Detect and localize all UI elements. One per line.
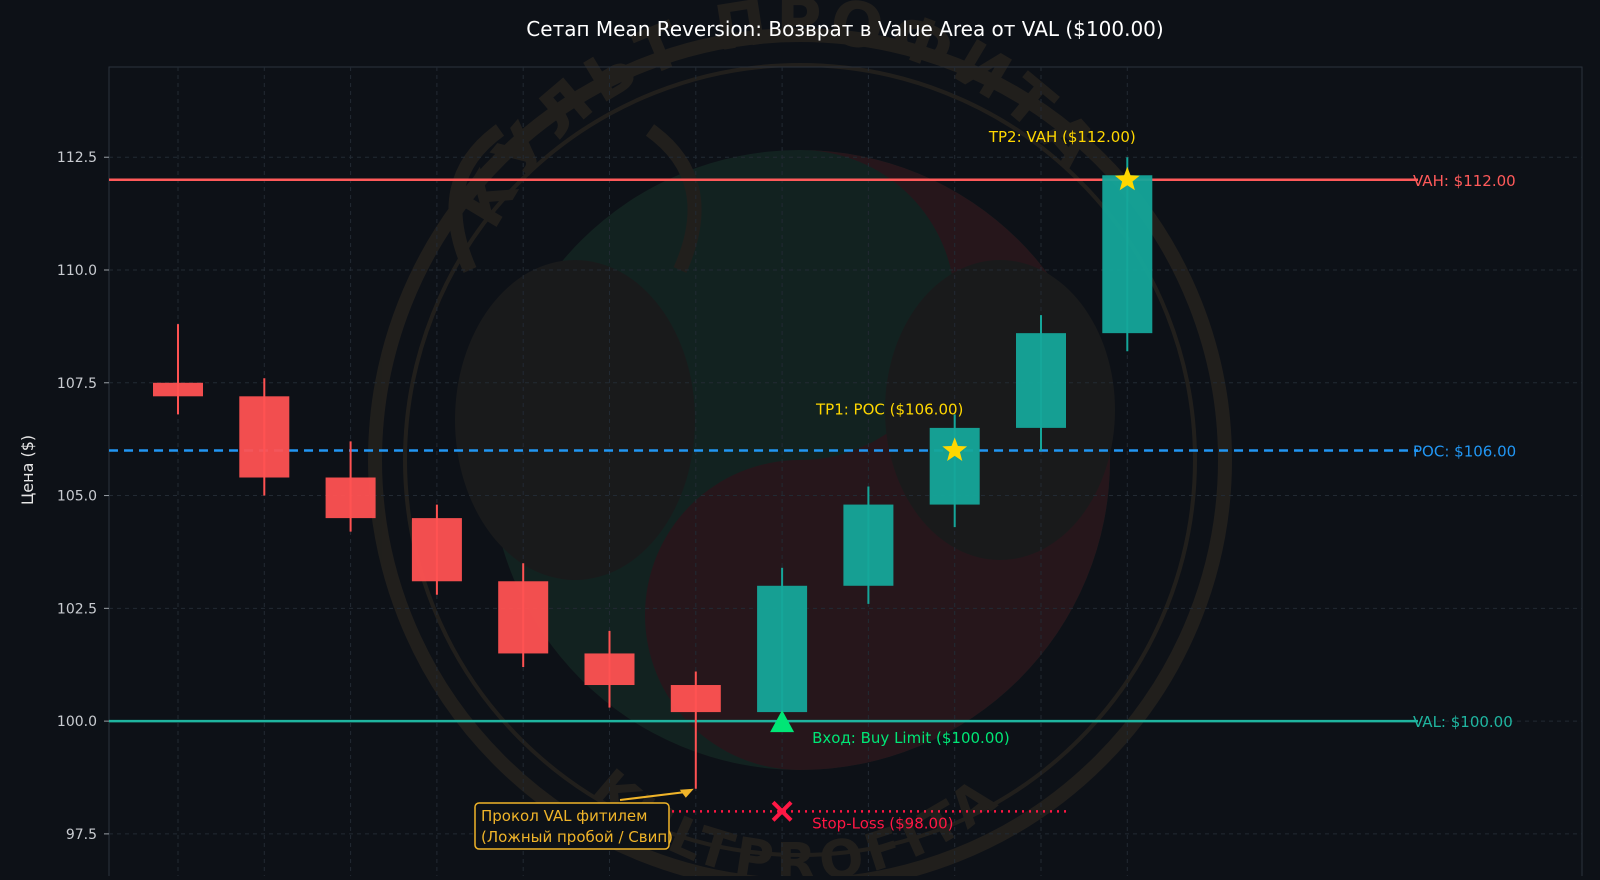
annotations: Прокол VAL фитилем (Ложный пробой / Свип) bbox=[474, 788, 694, 850]
y-axis: 97.5 100.0 102.5 105.0 107.5 110.0 112.5 bbox=[57, 150, 109, 843]
candle bbox=[411, 504, 462, 595]
candles bbox=[153, 157, 1153, 789]
stop-loss-label: Stop-Loss ($98.00) bbox=[812, 814, 953, 832]
chart-title: Сетап Mean Reversion: Возврат в Value Ar… bbox=[526, 17, 1163, 41]
y-axis-label: Цена ($) bbox=[18, 435, 37, 505]
y-tick-label: 110.0 bbox=[57, 263, 97, 279]
y-tick-label: 100.0 bbox=[57, 714, 97, 730]
annotation-arrow-head bbox=[679, 788, 694, 798]
entry-label: Вход: Buy Limit ($100.00) bbox=[812, 729, 1010, 747]
y-tick-label: 112.5 bbox=[57, 150, 97, 166]
level-label-poc: POC: $106.00 bbox=[1413, 442, 1516, 460]
candle bbox=[1102, 157, 1153, 352]
candle bbox=[843, 486, 894, 604]
annotation-text: (Ложный пробой / Свип) bbox=[481, 828, 673, 846]
candle-body bbox=[584, 653, 635, 686]
stop-loss-marker bbox=[771, 800, 793, 822]
candle-body bbox=[670, 685, 721, 713]
y-tick-label: 97.5 bbox=[66, 827, 97, 843]
tp1-star-marker bbox=[942, 437, 968, 461]
candle-body bbox=[498, 581, 549, 654]
tp2-star-marker bbox=[1114, 166, 1140, 191]
candle-body bbox=[153, 382, 203, 397]
candle bbox=[498, 563, 549, 667]
candle-body bbox=[1102, 175, 1153, 334]
annotation-arrow-line bbox=[619, 790, 688, 801]
markers: Вход: Buy Limit ($100.00) TP1: POC ($106.… bbox=[770, 128, 1140, 822]
candle-body bbox=[843, 504, 894, 586]
candle bbox=[757, 567, 808, 722]
candle bbox=[1016, 315, 1066, 451]
y-tick-label: 107.5 bbox=[57, 376, 97, 392]
tp1-label: TP1: POC ($106.00) bbox=[815, 400, 963, 418]
candle bbox=[584, 630, 635, 708]
candle bbox=[670, 671, 721, 789]
candle-body bbox=[1016, 333, 1066, 428]
level-label-vah: VAH: $112.00 bbox=[1413, 172, 1516, 190]
candle-body bbox=[239, 396, 290, 478]
annotation-box bbox=[474, 802, 670, 850]
candle bbox=[325, 441, 376, 532]
candle-body bbox=[757, 585, 808, 713]
candle bbox=[153, 324, 203, 415]
levels: VAH: $112.00 POC: $106.00 VAL: $100.00 Stop… bbox=[109, 172, 1516, 832]
y-tick-label: 105.0 bbox=[57, 489, 97, 505]
candle-body bbox=[411, 518, 462, 582]
candle bbox=[239, 378, 290, 496]
entry-marker bbox=[770, 710, 795, 733]
level-label-val: VAL: $100.00 bbox=[1413, 713, 1513, 731]
y-tick-label: 102.5 bbox=[57, 601, 97, 617]
candle-body bbox=[325, 477, 376, 519]
annotation-text: Прокол VAL фитилем bbox=[481, 807, 647, 825]
tp2-label: TP2: VAH ($112.00) bbox=[988, 128, 1136, 146]
